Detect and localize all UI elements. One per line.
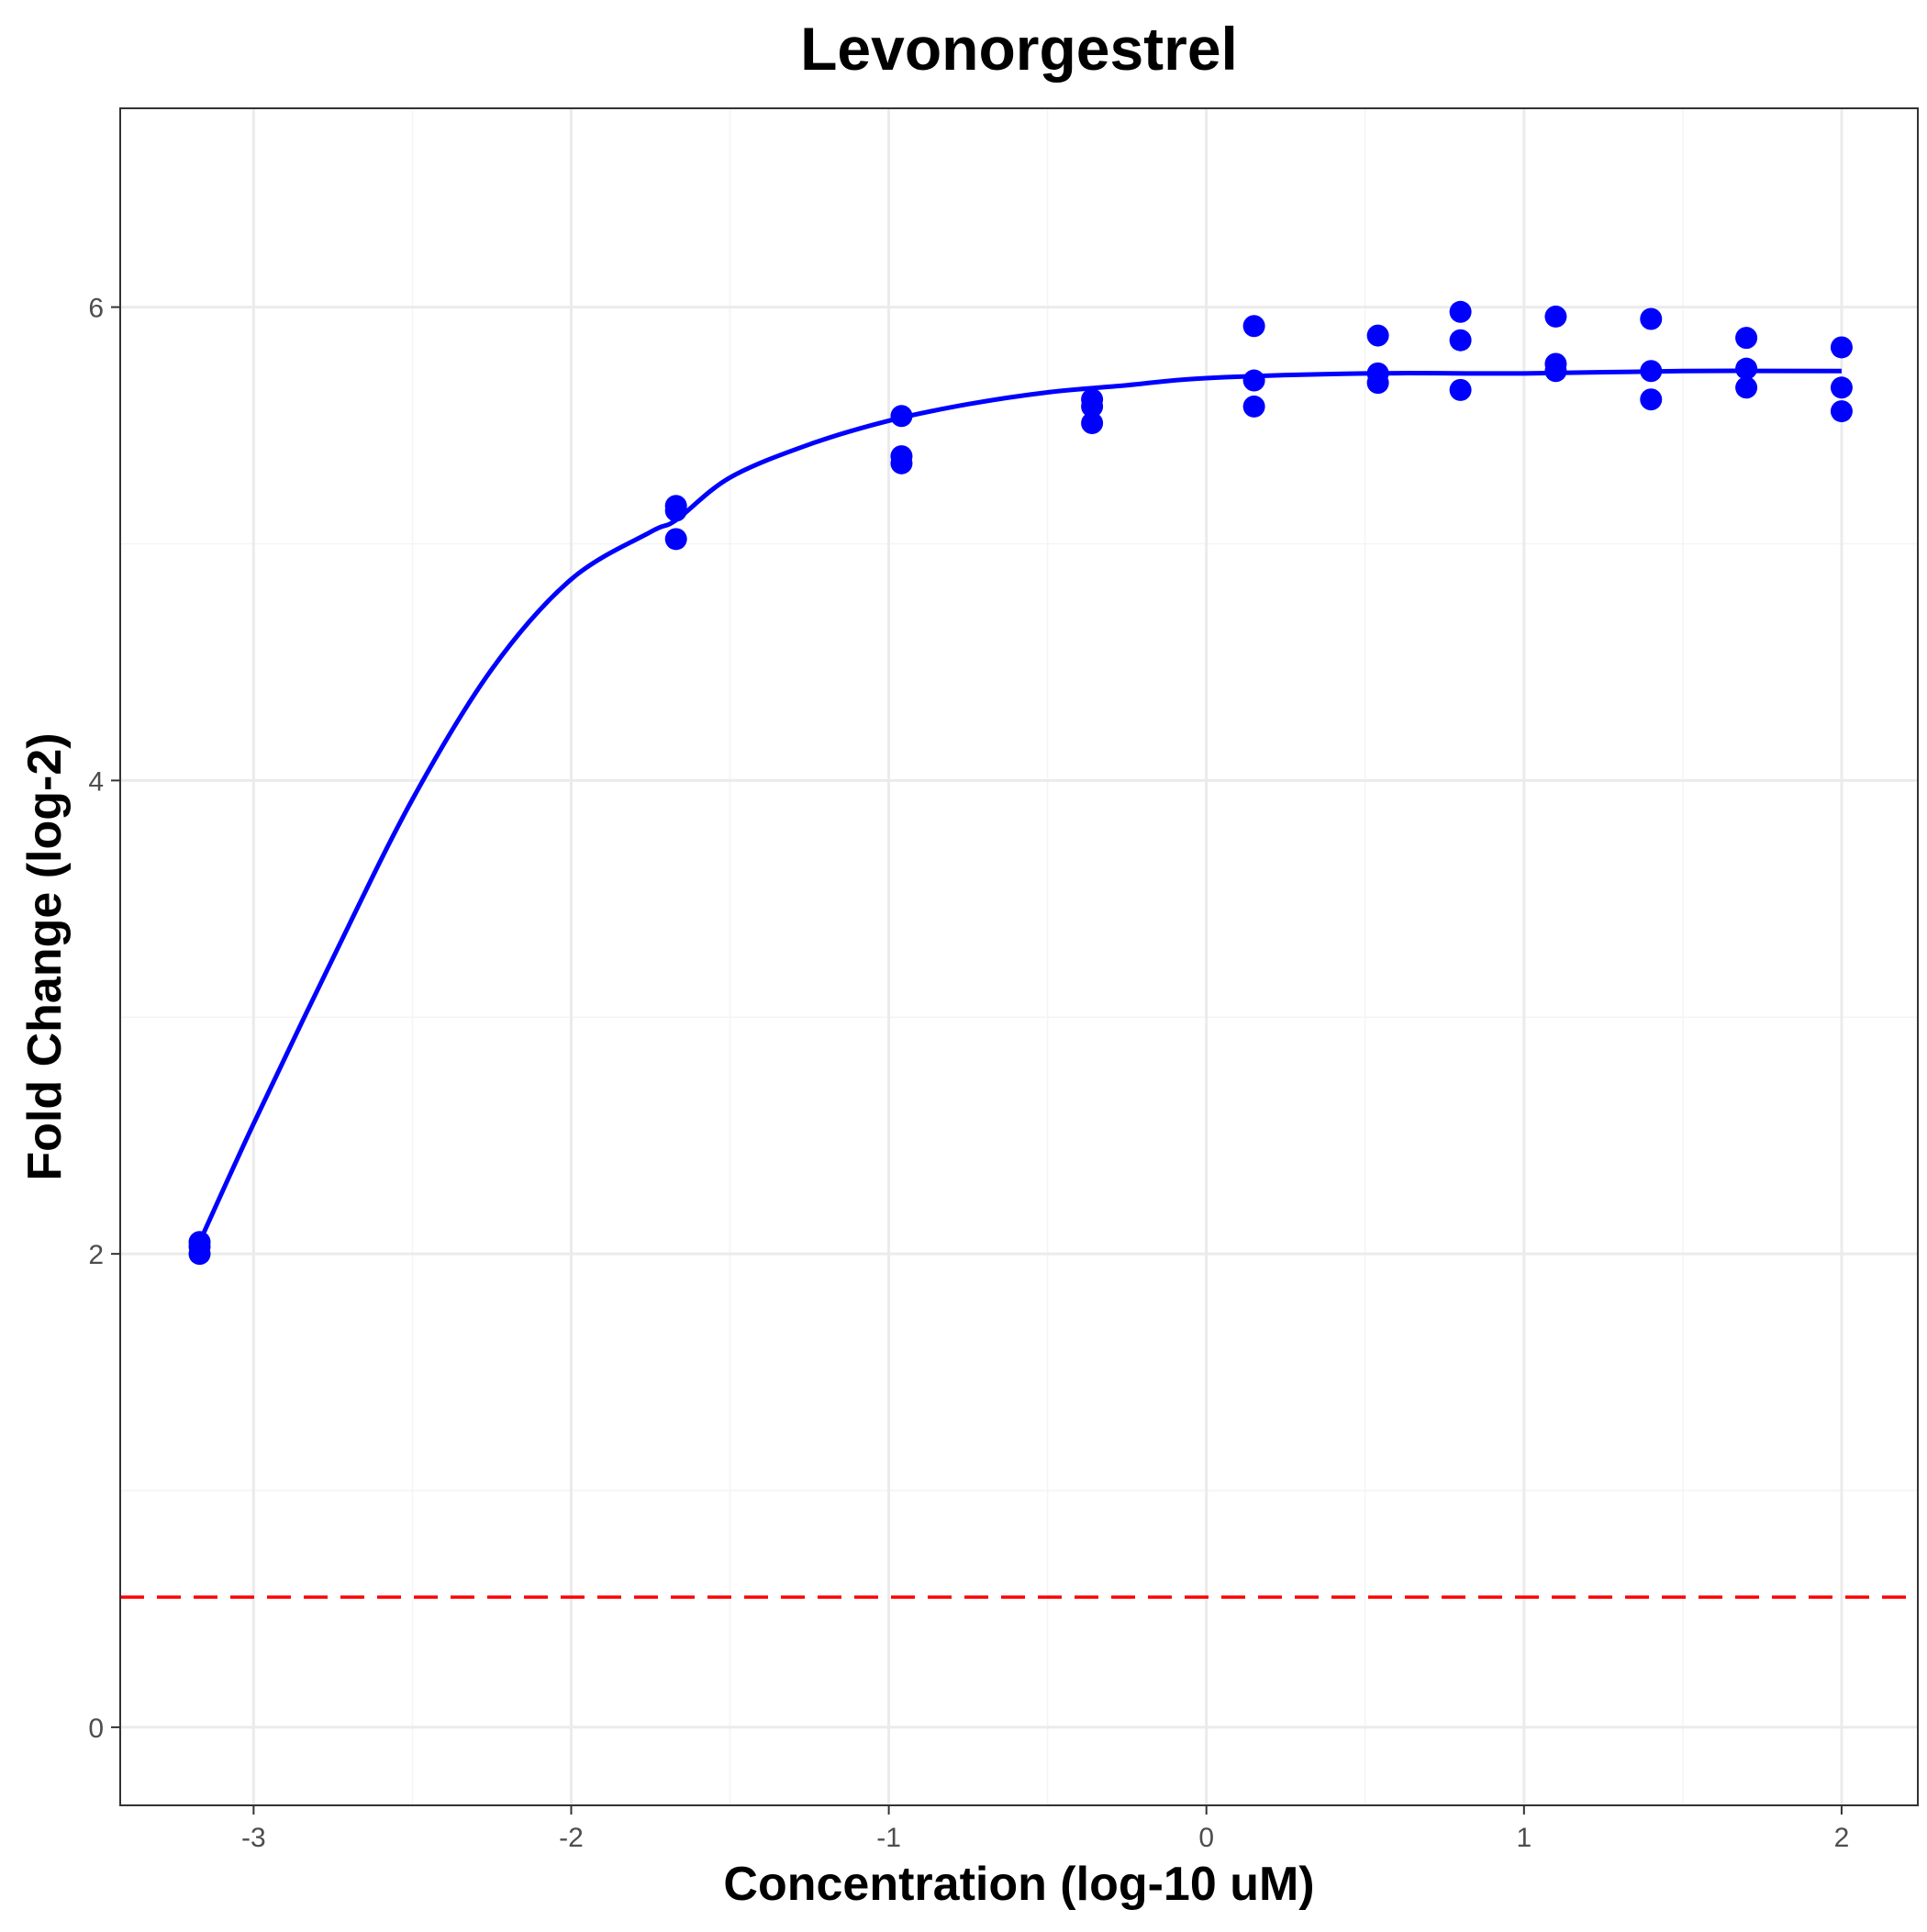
data-point bbox=[1830, 400, 1853, 423]
data-point bbox=[1366, 324, 1389, 347]
y-tick-label: 2 bbox=[88, 1240, 104, 1270]
y-tick-label: 0 bbox=[88, 1714, 104, 1744]
data-point bbox=[188, 1243, 211, 1266]
data-point bbox=[1735, 376, 1758, 399]
data-point bbox=[1640, 307, 1663, 330]
grid bbox=[120, 108, 1918, 1805]
data-point bbox=[1449, 378, 1472, 401]
fit-curve-group bbox=[197, 368, 1842, 1244]
data-point bbox=[1735, 357, 1758, 380]
x-tick-label: -1 bbox=[876, 1823, 901, 1853]
y-tick-label: 4 bbox=[88, 766, 104, 797]
data-point bbox=[1242, 395, 1265, 418]
data-point bbox=[1449, 329, 1472, 352]
data-point bbox=[1242, 315, 1265, 338]
x-tick-label: -3 bbox=[241, 1823, 266, 1853]
data-points bbox=[188, 300, 1853, 1266]
data-point bbox=[1830, 376, 1853, 399]
axis-ticks: -3 -2 -1 0 1 2 0 2 4 6 bbox=[88, 294, 1849, 1853]
data-point bbox=[890, 452, 913, 475]
data-point bbox=[1081, 395, 1104, 418]
x-tick-label: 0 bbox=[1198, 1823, 1214, 1853]
data-point bbox=[1544, 305, 1567, 328]
data-point bbox=[1081, 411, 1104, 434]
x-axis-label: Concentration (log-10 uM) bbox=[723, 1858, 1314, 1911]
data-point bbox=[1242, 369, 1265, 392]
data-point bbox=[664, 499, 687, 522]
data-point bbox=[1640, 360, 1663, 383]
fit-curve bbox=[197, 368, 1842, 1244]
data-point bbox=[1544, 360, 1567, 383]
plot-frame bbox=[119, 107, 1919, 1806]
x-tick-label: -2 bbox=[559, 1823, 584, 1853]
data-point bbox=[664, 528, 687, 551]
x-tick-label: 1 bbox=[1516, 1823, 1532, 1853]
data-point bbox=[890, 405, 913, 428]
x-tick-label: 2 bbox=[1834, 1823, 1850, 1853]
data-point bbox=[1366, 372, 1389, 395]
data-point bbox=[1640, 388, 1663, 411]
data-point bbox=[1830, 336, 1853, 359]
chart-title: Levonorgestrel bbox=[800, 15, 1238, 83]
y-axis-label: Fold Change (log-2) bbox=[18, 732, 72, 1180]
data-point bbox=[1735, 327, 1758, 350]
y-tick-label: 6 bbox=[88, 294, 104, 324]
data-point bbox=[1449, 300, 1472, 323]
